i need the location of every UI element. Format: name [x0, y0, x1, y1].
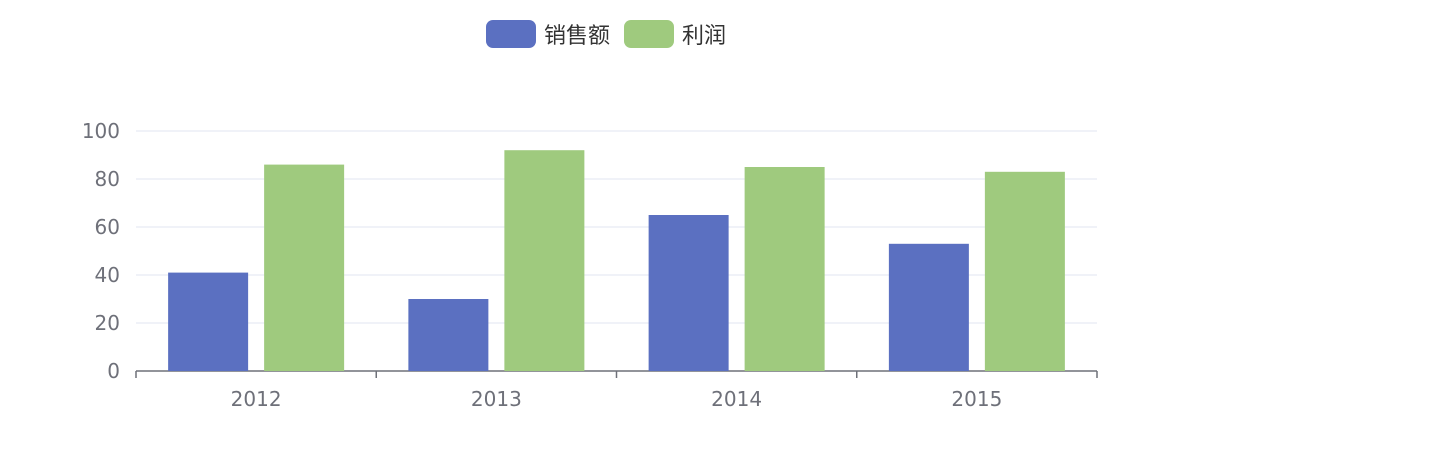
- y-tick-label-80: 80: [95, 167, 120, 191]
- bar-profit-2015: [985, 172, 1065, 371]
- bar-sales-2014: [649, 215, 729, 371]
- y-tick-label-100: 100: [82, 119, 120, 143]
- x-tick-label-2015: 2015: [951, 387, 1002, 411]
- bar-profit-2012: [264, 165, 344, 371]
- bar-sales-2015: [889, 244, 969, 371]
- bar-sales-2013: [408, 299, 488, 371]
- y-tick-label-60: 60: [95, 215, 120, 239]
- y-tick-label-40: 40: [95, 263, 120, 287]
- x-tick-label-2013: 2013: [471, 387, 522, 411]
- x-tick-label-2014: 2014: [711, 387, 762, 411]
- bar-profit-2014: [745, 167, 825, 371]
- y-tick-label-0: 0: [107, 359, 120, 383]
- bar-sales-2012: [168, 273, 248, 371]
- x-tick-label-2012: 2012: [231, 387, 282, 411]
- y-tick-label-20: 20: [95, 311, 120, 335]
- bar-profit-2013: [504, 150, 584, 371]
